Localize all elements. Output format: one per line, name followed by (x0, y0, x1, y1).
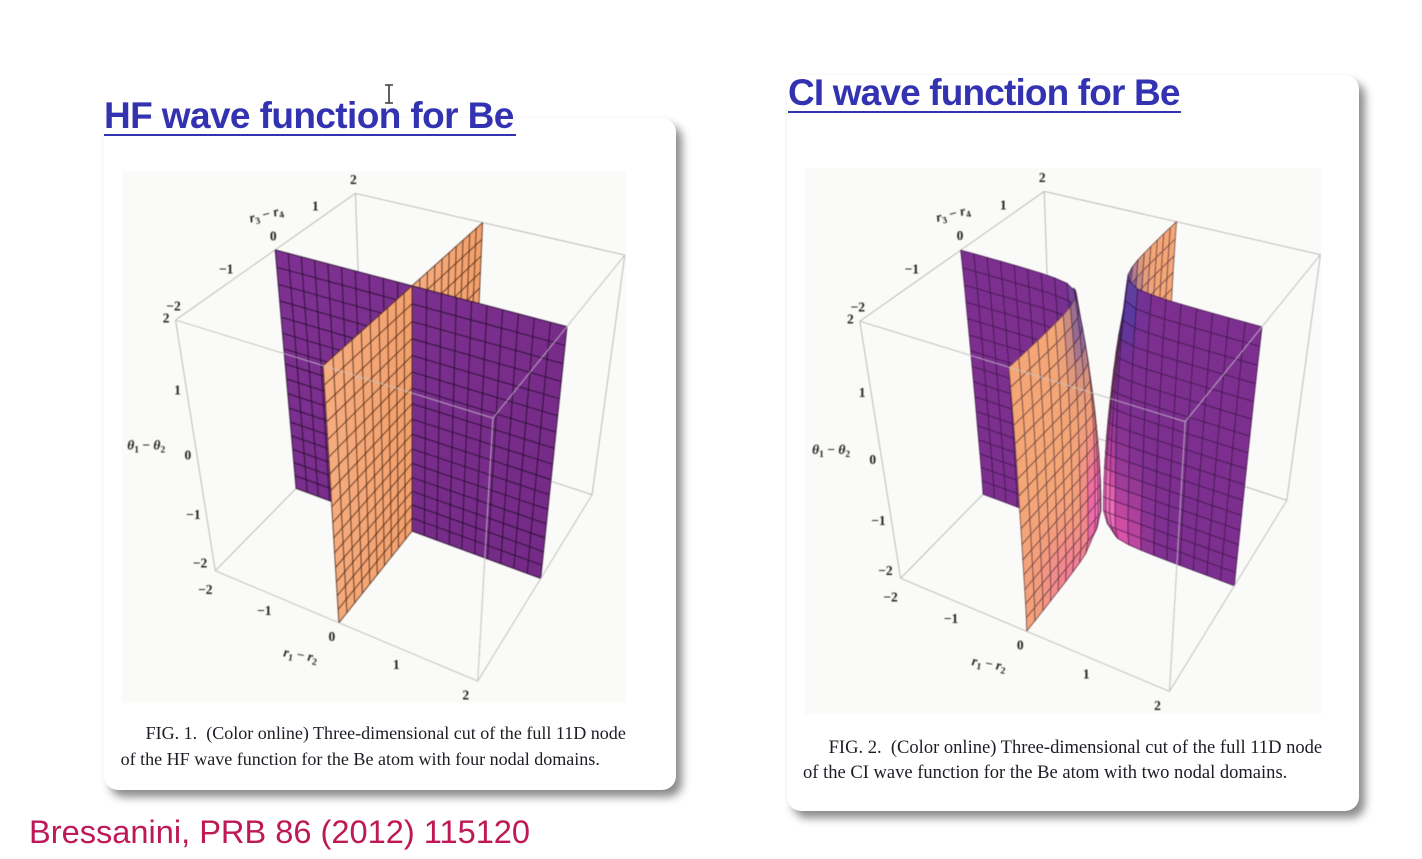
svg-text:2: 2 (163, 311, 170, 326)
svg-text:−2: −2 (198, 582, 213, 597)
svg-text:1: 1 (1083, 667, 1090, 682)
svg-text:2: 2 (847, 312, 854, 327)
svg-text:2: 2 (462, 688, 469, 703)
svg-text:2: 2 (1039, 170, 1046, 185)
svg-text:−2: −2 (883, 589, 898, 604)
svg-text:2: 2 (1154, 698, 1161, 713)
svg-text:0: 0 (957, 228, 964, 243)
svg-text:1: 1 (393, 657, 400, 672)
svg-text:0: 0 (869, 452, 876, 467)
svg-text:−1: −1 (186, 507, 201, 522)
svg-text:−1: −1 (219, 261, 234, 276)
svg-text:−2: −2 (878, 563, 893, 578)
svg-text:r3 − r4: r3 − r4 (934, 202, 972, 228)
svg-text:−2: −2 (166, 299, 181, 314)
svg-text:θ1 − θ2: θ1 − θ2 (127, 437, 165, 455)
svg-text:−1: −1 (944, 611, 959, 626)
svg-text:0: 0 (184, 447, 191, 462)
svg-text:−1: −1 (257, 603, 272, 618)
svg-text:r1 − r2: r1 − r2 (282, 644, 319, 668)
svg-text:1: 1 (312, 199, 319, 214)
svg-text:1: 1 (1000, 197, 1007, 212)
svg-text:1: 1 (859, 385, 866, 400)
svg-text:r3 − r4: r3 − r4 (248, 203, 286, 229)
svg-text:−2: −2 (193, 555, 208, 570)
svg-text:0: 0 (270, 228, 277, 243)
svg-text:θ1 − θ2: θ1 − θ2 (812, 442, 850, 460)
svg-text:−1: −1 (905, 262, 920, 277)
svg-text:r1 − r2: r1 − r2 (970, 653, 1007, 677)
svg-text:0: 0 (1017, 638, 1024, 653)
svg-text:−1: −1 (871, 513, 886, 528)
svg-text:−2: −2 (851, 300, 866, 315)
svg-text:2: 2 (350, 172, 357, 187)
svg-text:0: 0 (329, 629, 336, 644)
svg-text:1: 1 (174, 382, 181, 397)
